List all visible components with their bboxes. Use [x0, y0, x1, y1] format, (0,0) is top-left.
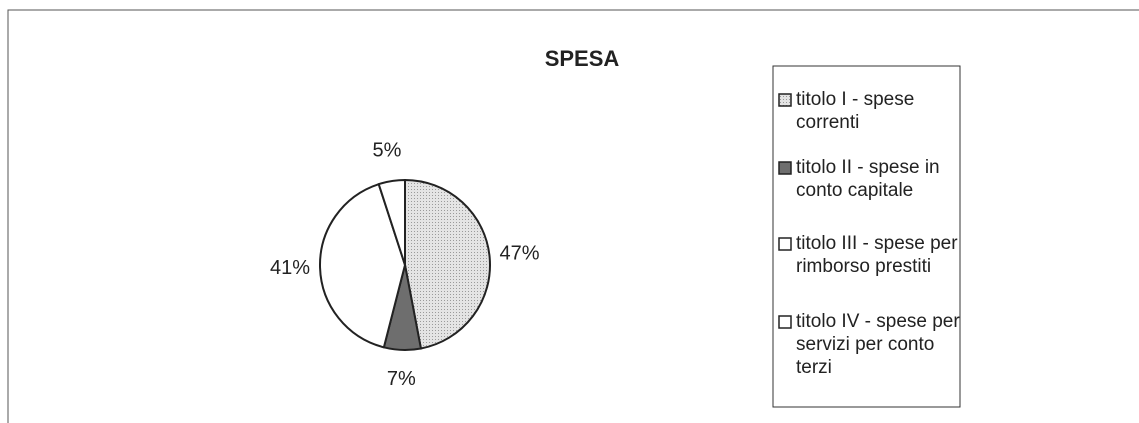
data-label: 5%	[373, 140, 402, 162]
legend-entry: titolo III - spese per rimborso prestiti	[796, 233, 958, 277]
data-label: 41%	[270, 257, 310, 279]
legend-swatch	[778, 161, 792, 175]
legend-swatch	[778, 237, 792, 251]
data-label: 7%	[387, 368, 416, 390]
legend-entry: titolo II - spese in conto capitale	[796, 157, 940, 201]
pie-slice	[404, 178, 491, 350]
legend-entry: titolo IV - spese per servizi per conto …	[796, 311, 960, 378]
pie-slice	[377, 178, 406, 266]
frame	[7, 9, 1139, 423]
legend-entry: titolo I - spese correnti	[796, 89, 915, 133]
data-label: 47%	[499, 242, 539, 264]
legend-swatch	[778, 315, 792, 329]
legend-swatch	[778, 93, 792, 107]
pie-slice	[319, 182, 407, 349]
legend-box	[772, 65, 961, 408]
chart-title: SPESA	[545, 46, 620, 71]
